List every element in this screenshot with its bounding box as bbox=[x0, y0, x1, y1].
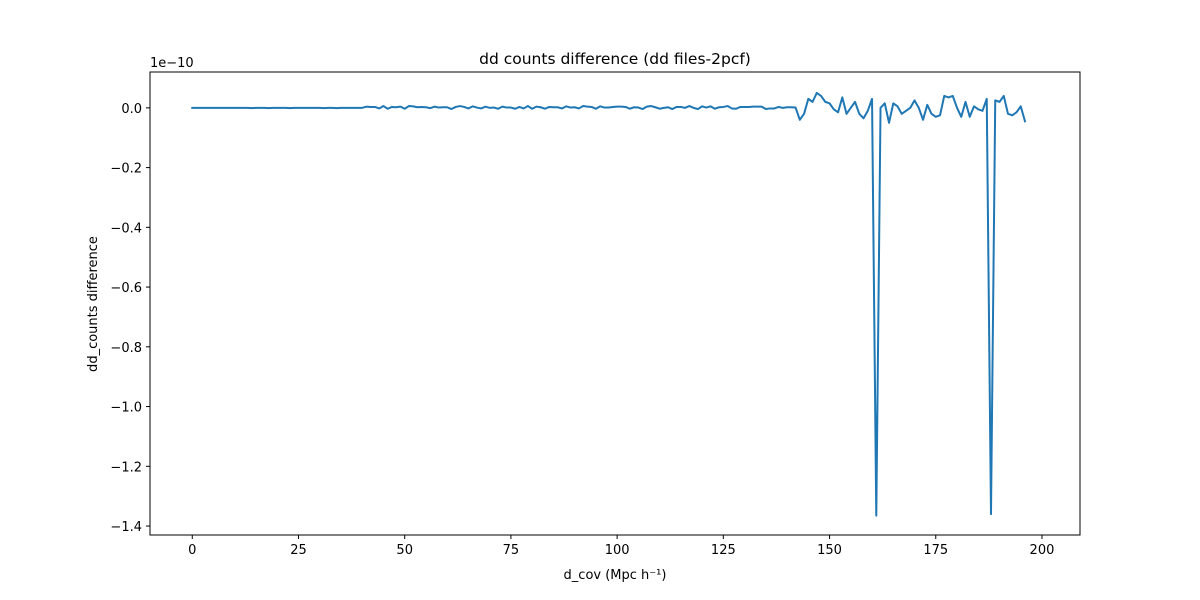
chart-title: dd counts difference (dd files-2pcf) bbox=[479, 50, 751, 68]
series-line-1 bbox=[191, 91, 1027, 517]
y-tick-label: −0.6 bbox=[110, 281, 142, 296]
plot-area-frame bbox=[149, 71, 1081, 536]
y-axis-title: dd_counts difference bbox=[86, 236, 101, 372]
x-tick-label: 125 bbox=[711, 543, 736, 558]
y-tick-label: −1.0 bbox=[110, 401, 142, 416]
x-tick-label: 50 bbox=[396, 543, 413, 558]
plot-lines bbox=[191, 91, 1027, 517]
y-tick-label: 0.0 bbox=[121, 102, 142, 117]
y-tick-label: −0.2 bbox=[110, 162, 142, 177]
x-axis-title: d_cov (Mpc h⁻¹) bbox=[564, 568, 667, 583]
y-tick-label: −1.4 bbox=[110, 520, 142, 535]
x-tick-label: 75 bbox=[503, 543, 520, 558]
y-tick-label: −1.2 bbox=[110, 460, 142, 475]
x-tick-label: 200 bbox=[1030, 543, 1055, 558]
y-tick-label: −0.4 bbox=[110, 221, 142, 236]
x-tick-label: 100 bbox=[605, 543, 630, 558]
y-axis-ticks: 0.0 −0.2 −0.4 −0.6 −0.8 −1.0 −1.2 −1.4 bbox=[110, 102, 150, 535]
x-tick-label: 150 bbox=[817, 543, 842, 558]
x-tick-label: 25 bbox=[290, 543, 307, 558]
y-axis-offset-label: 1e−10 bbox=[150, 56, 194, 71]
x-tick-label: 0 bbox=[188, 543, 196, 558]
x-axis-ticks: 0 25 50 75 100 125 150 175 200 bbox=[188, 535, 1054, 558]
y-tick-label: −0.8 bbox=[110, 341, 142, 356]
x-tick-label: 175 bbox=[923, 543, 948, 558]
